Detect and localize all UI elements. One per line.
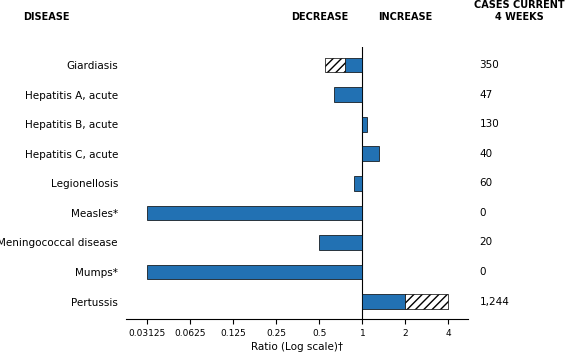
Text: 60: 60: [479, 178, 492, 188]
Bar: [147, 205, 363, 220]
Text: 1,244: 1,244: [479, 297, 509, 307]
Text: 350: 350: [479, 60, 499, 70]
Bar: [147, 265, 363, 280]
Text: 0: 0: [479, 267, 486, 277]
Bar: [325, 58, 344, 72]
X-axis label: Ratio (Log scale)†: Ratio (Log scale)†: [251, 342, 343, 352]
Bar: [354, 176, 363, 191]
Text: 20: 20: [479, 237, 492, 248]
Text: DISEASE: DISEASE: [23, 12, 69, 22]
Bar: [405, 294, 448, 309]
Text: 0: 0: [479, 208, 486, 218]
Bar: [319, 235, 363, 250]
Text: 40: 40: [479, 149, 492, 159]
Text: INCREASE: INCREASE: [379, 12, 433, 22]
Text: 47: 47: [479, 90, 493, 99]
Text: 130: 130: [479, 119, 499, 129]
Bar: [334, 87, 363, 102]
Bar: [363, 146, 379, 161]
Text: CASES CURRENT
4 WEEKS: CASES CURRENT 4 WEEKS: [475, 0, 565, 22]
Bar: [363, 117, 367, 131]
Bar: [344, 58, 363, 72]
Bar: [363, 294, 405, 309]
Text: DECREASE: DECREASE: [291, 12, 348, 22]
